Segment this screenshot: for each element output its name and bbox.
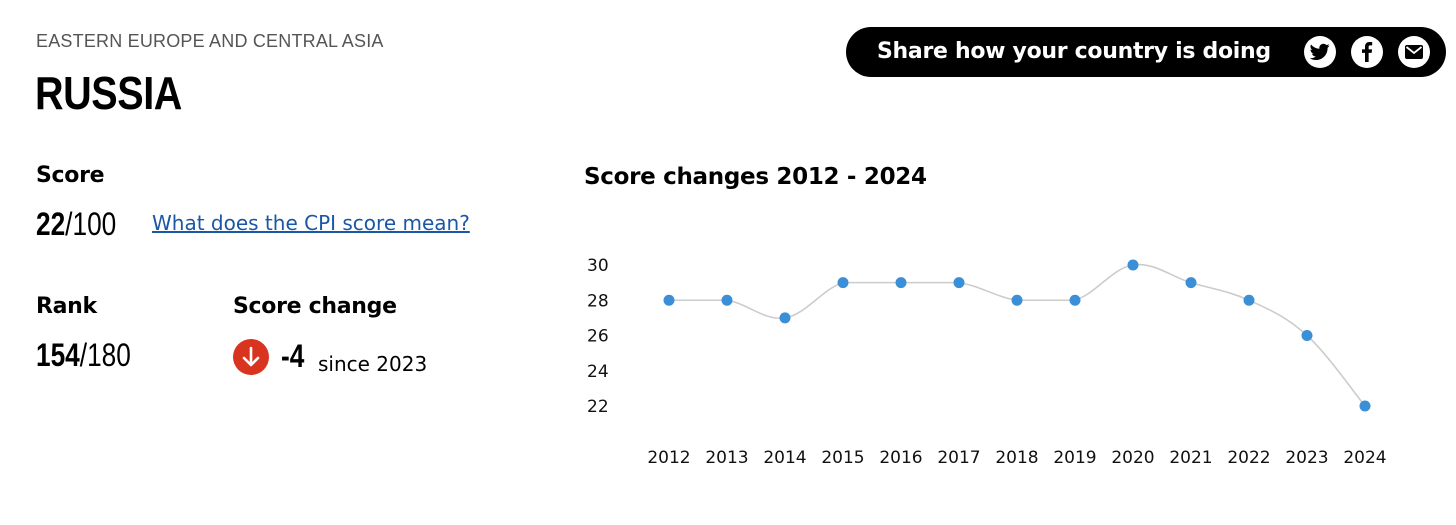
data-point[interactable]: [1359, 400, 1371, 412]
share-bar: Share how your country is doing: [846, 27, 1446, 77]
x-tick-label: 2020: [1111, 448, 1154, 468]
chart-title: Score changes 2012 - 2024: [584, 164, 927, 190]
data-point[interactable]: [721, 294, 733, 306]
data-point[interactable]: [953, 277, 965, 289]
facebook-icon[interactable]: [1351, 36, 1383, 68]
score-change-value: -4: [281, 338, 305, 374]
data-point[interactable]: [1243, 294, 1255, 306]
twitter-icon[interactable]: [1304, 36, 1336, 68]
x-tick-label: 2022: [1227, 448, 1270, 468]
rank-max: /180: [79, 337, 131, 373]
x-tick-label: 2013: [705, 448, 748, 468]
data-point[interactable]: [1301, 330, 1313, 341]
x-tick-label: 2018: [995, 448, 1038, 468]
data-point[interactable]: [663, 294, 675, 306]
data-point[interactable]: [1127, 259, 1139, 271]
x-tick-label: 2019: [1053, 448, 1096, 468]
data-point[interactable]: [895, 277, 907, 289]
x-tick-label: 2017: [937, 448, 980, 468]
x-tick-label: 2015: [821, 448, 864, 468]
data-point[interactable]: [837, 277, 849, 289]
score-max: /100: [65, 206, 117, 242]
rank-value: 154/180: [36, 337, 131, 374]
x-tick-label: 2016: [879, 448, 922, 468]
share-label: Share how your country is doing: [877, 39, 1271, 64]
y-tick-label: 26: [587, 327, 609, 347]
score-line: [669, 263, 1366, 407]
country-title: RUSSIA: [35, 67, 182, 119]
arrow-down-icon: [233, 339, 269, 375]
x-tick-label: 2012: [647, 448, 690, 468]
data-point[interactable]: [1185, 277, 1197, 289]
data-point[interactable]: [779, 312, 791, 324]
data-points: [663, 259, 1371, 412]
email-icon[interactable]: [1398, 36, 1430, 68]
cpi-score-link[interactable]: What does the CPI score mean?: [152, 211, 470, 235]
y-axis: 30 28 26 24 22: [587, 256, 609, 417]
y-tick-label: 30: [587, 256, 609, 276]
y-tick-label: 22: [587, 397, 609, 417]
data-point[interactable]: [1069, 294, 1081, 306]
y-tick-label: 28: [587, 291, 609, 311]
score-change-since: since 2023: [318, 352, 428, 376]
score-number: 22: [36, 206, 66, 242]
score-label: Score: [36, 163, 105, 188]
x-tick-label: 2021: [1169, 448, 1212, 468]
data-point[interactable]: [1011, 294, 1023, 306]
y-tick-label: 24: [587, 362, 609, 382]
x-tick-label: 2023: [1285, 448, 1328, 468]
score-value: 22/100: [36, 206, 116, 243]
rank-label: Rank: [36, 294, 97, 319]
region-label: EASTERN EUROPE AND CENTRAL ASIA: [36, 31, 384, 51]
x-tick-label: 2024: [1343, 448, 1386, 468]
rank-number: 154: [36, 337, 80, 373]
x-axis: 2012 2013 2014 2015 2016 2017 2018 2019 2020 2021…: [647, 448, 1386, 468]
x-tick-label: 2014: [763, 448, 806, 468]
score-change-label: Score change: [233, 294, 397, 319]
